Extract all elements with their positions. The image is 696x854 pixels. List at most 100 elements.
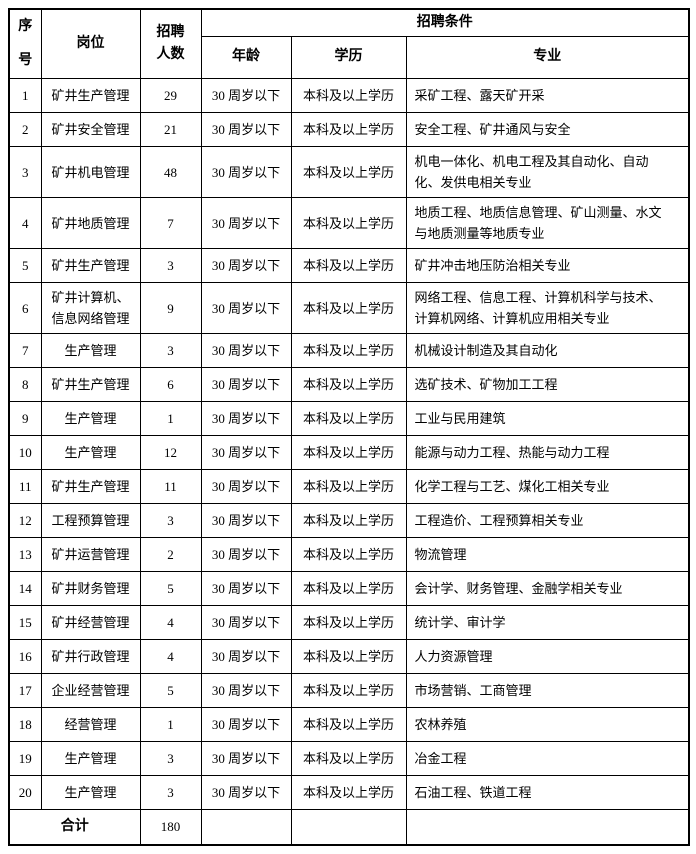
total-row: 合计 180 (8, 809, 690, 845)
table-row: 20 生产管理 3 30 周岁以下 本科及以上学历 石油工程、铁道工程 (8, 775, 690, 810)
age-cell: 30 周岁以下 (200, 112, 292, 147)
major-cell: 地质工程、地质信息管理、矿山测量、水文 与地质测量等地质专业 (405, 197, 690, 249)
major-cell: 机械设计制造及其自动化 (405, 333, 690, 368)
age-cell: 30 周岁以下 (200, 775, 292, 810)
table-row: 5 矿井生产管理 3 30 周岁以下 本科及以上学历 矿井冲击地压防治相关专业 (8, 248, 690, 283)
education-cell: 本科及以上学历 (290, 741, 407, 776)
count-cell: 4 (139, 639, 202, 674)
table-row: 3 矿井机电管理 48 30 周岁以下 本科及以上学历 机电一体化、机电工程及其… (8, 146, 690, 198)
table-row: 16 矿井行政管理 4 30 周岁以下 本科及以上学历 人力资源管理 (8, 639, 690, 674)
age-cell: 30 周岁以下 (200, 639, 292, 674)
table-row: 8 矿井生产管理 6 30 周岁以下 本科及以上学历 选矿技术、矿物加工工程 (8, 367, 690, 402)
count-cell: 12 (139, 435, 202, 470)
major-cell: 采矿工程、露天矿开采 (405, 78, 690, 113)
serial-number-cell: 19 (8, 741, 42, 776)
total-education-cell (290, 809, 407, 845)
post-cell: 生产管理 (40, 333, 141, 368)
age-cell: 30 周岁以下 (200, 605, 292, 640)
major-cell: 机电一体化、机电工程及其自动化、自动 化、发供电相关专业 (405, 146, 690, 198)
major-cell: 冶金工程 (405, 741, 690, 776)
table-row: 13 矿井运营管理 2 30 周岁以下 本科及以上学历 物流管理 (8, 537, 690, 572)
table-row: 17 企业经营管理 5 30 周岁以下 本科及以上学历 市场营销、工商管理 (8, 673, 690, 708)
header-age: 年龄 (200, 35, 292, 80)
recruitment-table: 序 号 岗位 招聘 人数 招聘条件 年龄 学历 专业 1 矿井生产管理 29 3… (8, 8, 690, 846)
header-major: 专业 (405, 35, 690, 80)
major-cell: 能源与动力工程、热能与动力工程 (405, 435, 690, 470)
table-row: 9 生产管理 1 30 周岁以下 本科及以上学历 工业与民用建筑 (8, 401, 690, 436)
major-cell: 农林养殖 (405, 707, 690, 742)
age-cell: 30 周岁以下 (200, 367, 292, 402)
post-cell: 矿井生产管理 (40, 469, 141, 504)
count-cell: 7 (139, 197, 202, 249)
count-cell: 3 (139, 741, 202, 776)
header-row-sub: 年龄 学历 专业 (9, 35, 690, 80)
education-cell: 本科及以上学历 (290, 248, 407, 283)
count-cell: 3 (139, 775, 202, 810)
education-cell: 本科及以上学历 (290, 78, 407, 113)
major-cell: 统计学、审计学 (405, 605, 690, 640)
post-cell: 矿井运营管理 (40, 537, 141, 572)
education-cell: 本科及以上学历 (290, 282, 407, 334)
count-cell: 3 (139, 503, 202, 538)
age-cell: 30 周岁以下 (200, 401, 292, 436)
serial-number-cell: 1 (8, 78, 42, 113)
serial-number-cell: 13 (8, 537, 42, 572)
age-cell: 30 周岁以下 (200, 282, 292, 334)
education-cell: 本科及以上学历 (290, 401, 407, 436)
count-cell: 11 (139, 469, 202, 504)
serial-number-cell: 14 (8, 571, 42, 606)
post-cell: 矿井生产管理 (40, 367, 141, 402)
table-row: 4 矿井地质管理 7 30 周岁以下 本科及以上学历 地质工程、地质信息管理、矿… (8, 197, 690, 249)
education-cell: 本科及以上学历 (290, 333, 407, 368)
table-row: 19 生产管理 3 30 周岁以下 本科及以上学历 冶金工程 (8, 741, 690, 776)
post-cell: 生产管理 (40, 741, 141, 776)
post-cell: 生产管理 (40, 775, 141, 810)
age-cell: 30 周岁以下 (200, 146, 292, 198)
education-cell: 本科及以上学历 (290, 639, 407, 674)
major-cell: 选矿技术、矿物加工工程 (405, 367, 690, 402)
count-cell: 3 (139, 333, 202, 368)
major-cell: 工程造价、工程预算相关专业 (405, 503, 690, 538)
table-row: 12 工程预算管理 3 30 周岁以下 本科及以上学历 工程造价、工程预算相关专… (8, 503, 690, 538)
count-cell: 5 (139, 673, 202, 708)
count-cell: 4 (139, 605, 202, 640)
count-cell: 2 (139, 537, 202, 572)
education-cell: 本科及以上学历 (290, 775, 407, 810)
major-cell: 网络工程、信息工程、计算机科学与技术、 计算机网络、计算机应用相关专业 (405, 282, 690, 334)
header-recruit-count: 招聘 人数 (139, 8, 202, 79)
education-cell: 本科及以上学历 (290, 707, 407, 742)
age-cell: 30 周岁以下 (200, 333, 292, 368)
serial-number-cell: 4 (8, 197, 42, 249)
total-count-cell: 180 (139, 809, 202, 845)
count-cell: 21 (139, 112, 202, 147)
header-recruit-conditions: 招聘条件 (200, 8, 690, 37)
serial-number-cell: 8 (8, 367, 42, 402)
count-cell: 9 (139, 282, 202, 334)
serial-number-cell: 9 (8, 401, 42, 436)
post-cell: 矿井地质管理 (40, 197, 141, 249)
header-post: 岗位 (40, 8, 141, 79)
age-cell: 30 周岁以下 (200, 741, 292, 776)
major-cell: 工业与民用建筑 (405, 401, 690, 436)
education-cell: 本科及以上学历 (290, 571, 407, 606)
education-cell: 本科及以上学历 (290, 435, 407, 470)
major-cell: 安全工程、矿井通风与安全 (405, 112, 690, 147)
age-cell: 30 周岁以下 (200, 537, 292, 572)
table-row: 14 矿井财务管理 5 30 周岁以下 本科及以上学历 会计学、财务管理、金融学… (8, 571, 690, 606)
post-cell: 经营管理 (40, 707, 141, 742)
education-cell: 本科及以上学历 (290, 503, 407, 538)
education-cell: 本科及以上学历 (290, 469, 407, 504)
count-cell: 48 (139, 146, 202, 198)
header-serial-number: 序 号 (8, 8, 42, 79)
education-cell: 本科及以上学历 (290, 146, 407, 198)
count-cell: 6 (139, 367, 202, 402)
major-cell: 石油工程、铁道工程 (405, 775, 690, 810)
post-cell: 生产管理 (40, 401, 141, 436)
post-cell: 矿井经营管理 (40, 605, 141, 640)
table-row: 1 矿井生产管理 29 30 周岁以下 本科及以上学历 采矿工程、露天矿开采 (8, 78, 690, 113)
age-cell: 30 周岁以下 (200, 571, 292, 606)
post-cell: 矿井计算机、 信息网络管理 (40, 282, 141, 334)
age-cell: 30 周岁以下 (200, 78, 292, 113)
post-cell: 矿井安全管理 (40, 112, 141, 147)
total-major-cell (405, 809, 690, 845)
